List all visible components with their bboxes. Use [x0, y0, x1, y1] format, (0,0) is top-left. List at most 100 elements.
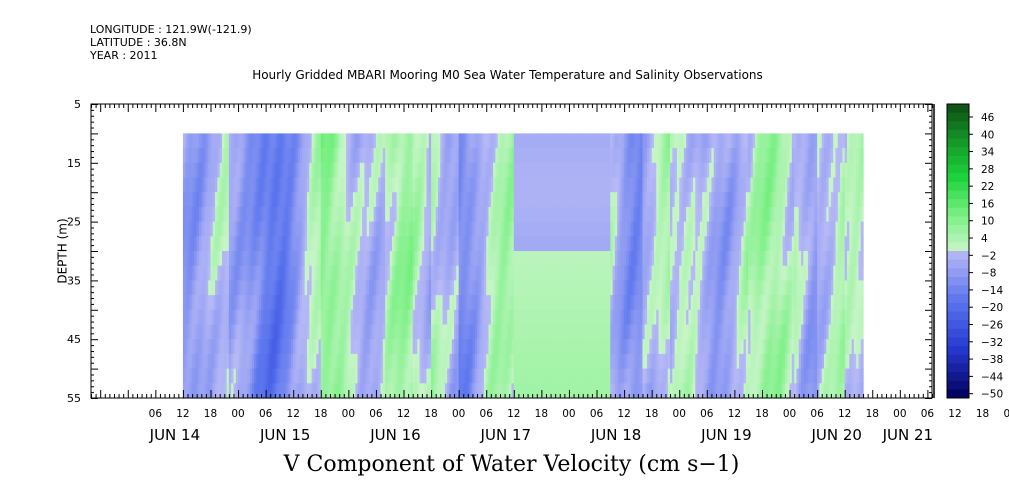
heatmap-cell — [362, 339, 366, 355]
heatmap-cell — [543, 280, 547, 296]
heatmap-cell — [318, 236, 322, 252]
heatmap-cell — [394, 148, 398, 164]
heatmap-cell — [373, 206, 377, 223]
heatmap-cell — [683, 295, 687, 311]
heatmap-cell — [419, 192, 423, 208]
heatmap-cell — [807, 280, 811, 296]
heatmap-cell — [794, 206, 798, 223]
heatmap-cell — [293, 206, 297, 223]
heatmap-cell — [359, 280, 363, 296]
heatmap-cell — [309, 177, 313, 193]
heatmap-cell — [221, 353, 225, 370]
heatmap-cell — [401, 280, 405, 296]
heatmap-cell — [628, 324, 632, 340]
heatmap-cell — [247, 192, 251, 208]
heatmap-cell — [380, 133, 384, 149]
heatmap-cell — [467, 309, 471, 326]
heatmap-cell — [205, 177, 209, 193]
heatmap-cell — [233, 295, 237, 311]
heatmap-cell — [451, 368, 455, 384]
heatmap-cell — [467, 192, 471, 208]
heatmap-cell — [263, 221, 267, 237]
heatmap-cell — [686, 324, 690, 340]
heatmap-cell — [568, 148, 572, 164]
heatmap-cell — [589, 295, 593, 311]
heatmap-cell — [814, 383, 818, 399]
heatmap-cell — [277, 177, 281, 193]
heatmap-cell — [647, 236, 650, 252]
heatmap-cell — [300, 177, 303, 193]
heatmap-cell — [366, 280, 370, 296]
heatmap-cell — [605, 265, 609, 281]
heatmap-cell — [605, 324, 609, 340]
heatmap-cell — [614, 236, 618, 252]
heatmap-cell — [803, 236, 807, 252]
heatmap-cell — [511, 265, 515, 281]
heatmap-cell — [224, 177, 228, 193]
heatmap-cell — [261, 148, 264, 164]
heatmap-cell — [210, 280, 214, 296]
heatmap-cell — [679, 324, 683, 340]
heatmap-cell — [256, 148, 260, 164]
heatmap-cell — [343, 177, 347, 193]
heatmap-cell — [633, 251, 637, 267]
heatmap-cell — [203, 148, 207, 164]
heatmap-cell — [323, 162, 326, 179]
heatmap-cell — [745, 148, 749, 164]
heatmap-cell — [231, 368, 235, 384]
heatmap-cell — [718, 383, 722, 399]
heatmap-cell — [433, 177, 437, 193]
heatmap-cell — [433, 206, 437, 223]
heatmap-cell — [221, 177, 225, 193]
heatmap-cell — [199, 383, 202, 399]
heatmap-cell — [624, 177, 627, 193]
heatmap-cell — [759, 221, 763, 237]
heatmap-cell — [780, 295, 784, 311]
heatmap-cell — [748, 162, 752, 179]
heatmap-cell — [789, 221, 793, 237]
heatmap-cell — [775, 295, 779, 311]
heatmap-cell — [428, 295, 432, 311]
heatmap-cell — [472, 162, 476, 179]
heatmap-cell — [481, 192, 485, 208]
heatmap-cell — [782, 295, 786, 311]
heatmap-cell — [244, 133, 248, 149]
heatmap-cell — [626, 192, 630, 208]
heatmap-cell — [293, 265, 297, 281]
heatmap-cell — [277, 221, 281, 237]
heatmap-cell — [256, 133, 260, 149]
heatmap-cell — [603, 148, 607, 164]
heatmap-cell — [817, 295, 821, 311]
heatmap-cell — [637, 192, 641, 208]
heatmap-cell — [332, 133, 336, 149]
heatmap-cell — [286, 177, 290, 193]
heatmap-cell — [539, 309, 542, 326]
heatmap-cell — [536, 162, 540, 179]
heatmap-cell — [736, 177, 740, 193]
heatmap-cell — [274, 339, 278, 355]
heatmap-cell — [481, 368, 485, 384]
heatmap-cell — [224, 309, 228, 326]
heatmap-cell — [329, 236, 333, 252]
heatmap-cell — [281, 221, 285, 237]
heatmap-cell — [495, 192, 499, 208]
heatmap-cell — [426, 162, 430, 179]
heatmap-cell — [734, 162, 738, 179]
heatmap-cell — [465, 353, 469, 370]
heatmap-cell — [683, 162, 687, 179]
heatmap-cell — [704, 265, 708, 281]
heatmap-cell — [295, 162, 299, 179]
heatmap-cell — [608, 353, 611, 370]
heatmap-cell — [757, 280, 761, 296]
heatmap-cell — [240, 133, 244, 149]
heatmap-cell — [187, 221, 191, 237]
heatmap-cell — [752, 192, 756, 208]
heatmap-cell — [497, 295, 501, 311]
heatmap-cell — [329, 221, 333, 237]
heatmap-cell — [750, 353, 754, 370]
heatmap-cell — [798, 251, 802, 267]
heatmap-cell — [585, 353, 588, 370]
heatmap-cell — [451, 251, 455, 267]
heatmap-cell — [716, 148, 719, 164]
heatmap-cell — [812, 251, 816, 267]
